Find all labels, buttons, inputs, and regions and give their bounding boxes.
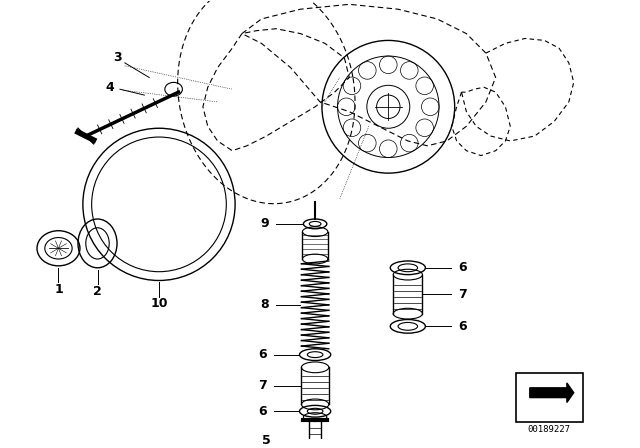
Text: 6: 6: [458, 320, 467, 333]
Text: 6: 6: [458, 261, 467, 274]
Bar: [516, 373, 582, 422]
Text: 7: 7: [258, 379, 267, 392]
Text: 1: 1: [54, 283, 63, 296]
Text: 4: 4: [106, 81, 115, 94]
Text: 6: 6: [258, 405, 267, 418]
Text: 8: 8: [260, 298, 269, 311]
Text: 5: 5: [262, 434, 271, 447]
Text: 00189227: 00189227: [528, 425, 571, 434]
Text: 6: 6: [258, 348, 267, 361]
Polygon shape: [530, 383, 573, 402]
Text: 10: 10: [150, 297, 168, 310]
Text: 9: 9: [260, 217, 269, 230]
Text: 7: 7: [458, 288, 467, 301]
Text: 3: 3: [114, 52, 122, 65]
Text: 2: 2: [93, 285, 102, 298]
